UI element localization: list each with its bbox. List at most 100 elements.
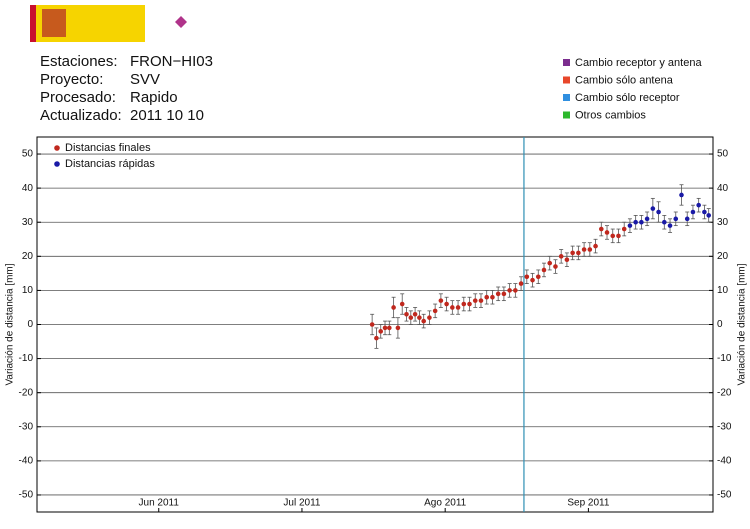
point	[673, 216, 679, 222]
point	[484, 294, 490, 300]
legend-label: Distancias rápidas	[65, 158, 155, 170]
y2-tick-label: -30	[717, 421, 732, 432]
point	[412, 311, 418, 317]
y2-tick-label: 50	[717, 149, 729, 160]
legend-marker	[54, 145, 60, 151]
flag-stripe	[30, 5, 36, 42]
y2-tick-label: 30	[717, 217, 729, 228]
point	[706, 213, 712, 218]
point	[621, 226, 627, 232]
point	[639, 219, 644, 225]
point	[650, 206, 656, 211]
point	[564, 257, 570, 263]
y-tick-label: -40	[19, 456, 34, 467]
y2-tick-label: 20	[717, 251, 729, 262]
point	[553, 264, 558, 269]
point	[382, 325, 388, 331]
point	[610, 233, 616, 239]
point	[444, 301, 449, 307]
point	[558, 254, 564, 259]
point	[461, 301, 467, 307]
y-axis-label: Variación de distancia [mm]	[5, 263, 16, 385]
field-value: SVV	[130, 71, 160, 88]
point	[395, 325, 401, 331]
point	[417, 315, 422, 320]
field-label: Proyecto:	[40, 71, 103, 88]
y-tick-label: 10	[22, 285, 34, 296]
y2-tick-label: -50	[717, 490, 732, 501]
point	[467, 301, 472, 307]
point	[684, 216, 690, 222]
point	[501, 291, 507, 297]
legend-label: Otros cambios	[575, 109, 646, 121]
point	[518, 281, 524, 286]
y-tick-label: -30	[19, 421, 34, 432]
point	[387, 325, 392, 331]
point	[432, 308, 438, 314]
point	[391, 305, 396, 310]
point	[547, 260, 553, 266]
coat-of-arms	[42, 9, 66, 37]
x-tick-label: Sep 2011	[567, 498, 610, 509]
header: Estaciones: FRON−HI03 Proyecto: SVV Procesad…	[40, 53, 702, 124]
legend-label: Cambio sólo receptor	[575, 92, 680, 104]
point	[399, 301, 405, 307]
point	[507, 288, 512, 293]
y2-axis-label: Variación de distancia [mm]	[737, 263, 748, 385]
point	[455, 305, 461, 310]
x-tick-label: Jul 2011	[283, 498, 321, 509]
logo-mark	[175, 16, 187, 28]
point	[438, 298, 444, 303]
point	[598, 226, 604, 232]
logos	[30, 5, 200, 42]
x-tick-label: Jun 2011	[139, 498, 180, 509]
y2-tick-label: -10	[717, 353, 732, 364]
y2-tick-label: 10	[717, 285, 729, 296]
point	[404, 311, 409, 317]
field-value: 2011 10 10	[130, 107, 204, 124]
point	[495, 291, 501, 297]
y-tick-label: -10	[19, 353, 34, 364]
legend-swatch	[563, 111, 570, 119]
point	[570, 250, 575, 256]
y2-tick-label: 0	[717, 319, 723, 330]
point	[478, 298, 484, 303]
point	[633, 219, 638, 225]
legend-swatch	[563, 76, 570, 84]
point	[427, 315, 432, 320]
field-label: Actualizado:	[40, 107, 122, 124]
field-value: FRON−HI03	[130, 53, 213, 70]
point	[541, 267, 547, 273]
point	[472, 298, 478, 303]
y2-tick-label: 40	[717, 183, 729, 194]
y-tick-label: 40	[22, 183, 34, 194]
point	[702, 209, 707, 215]
point	[656, 209, 661, 215]
y2-tick-label: -40	[717, 456, 732, 467]
point	[530, 277, 535, 283]
point	[662, 219, 667, 225]
point	[679, 192, 684, 198]
plot: -50 -50 -40 -40 -30 -30 -20 -20 -10 -10 0 0 10 10 20 20…	[5, 136, 748, 513]
point	[616, 233, 621, 239]
point	[408, 315, 414, 320]
point	[513, 288, 518, 293]
point	[490, 294, 495, 300]
y-tick-label: 30	[22, 217, 34, 228]
point	[450, 305, 455, 310]
y-tick-label: 50	[22, 149, 34, 160]
point	[421, 318, 426, 324]
point	[524, 274, 530, 280]
legend-swatch	[563, 59, 570, 66]
point	[604, 230, 610, 235]
point	[696, 202, 701, 208]
point	[644, 216, 650, 222]
point	[576, 250, 581, 256]
point	[667, 223, 673, 228]
point	[690, 209, 696, 215]
legend-label: Distancias finales	[65, 142, 151, 154]
y-tick-label: -50	[19, 490, 34, 501]
y2-tick-label: -20	[717, 387, 732, 398]
field-value: Rapido	[130, 89, 178, 106]
